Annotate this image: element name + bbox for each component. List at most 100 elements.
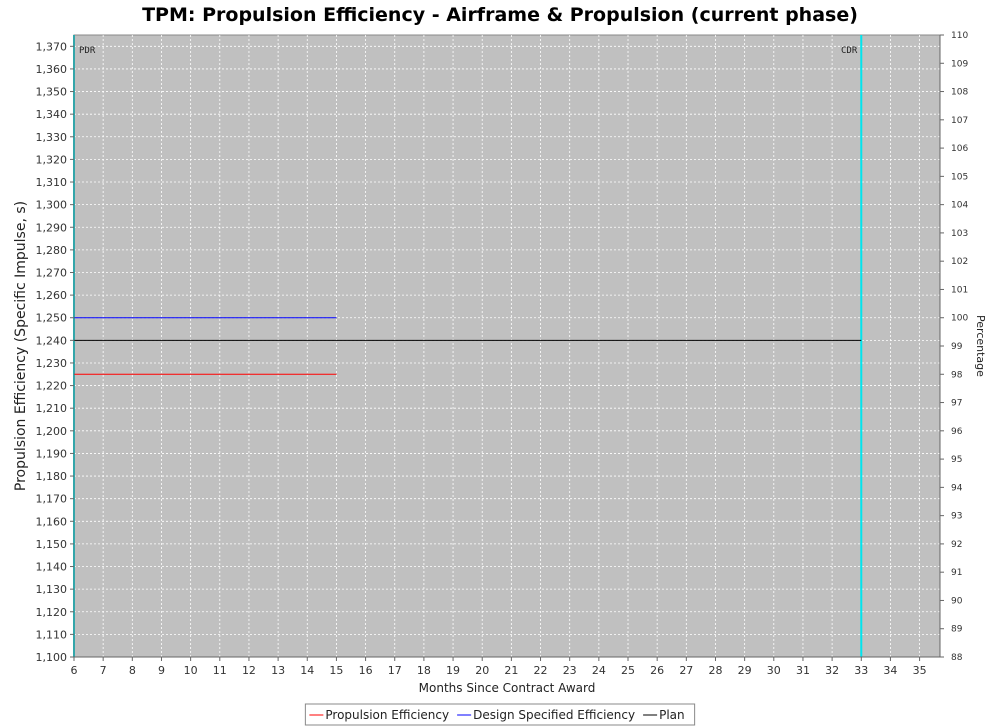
x-tick-label: 25 xyxy=(621,664,635,677)
y-tick-label: 1,340 xyxy=(36,108,68,121)
y-tick-label: 1,260 xyxy=(36,289,68,302)
phase-marker-label: PDR xyxy=(79,46,96,56)
series-lines xyxy=(74,317,862,375)
x-tick-label: 23 xyxy=(563,664,577,677)
y2-tick-label: 94 xyxy=(951,483,963,493)
x-tick-label: 34 xyxy=(883,664,897,677)
y-tick-label: 1,150 xyxy=(36,538,68,551)
y2-tick-label: 101 xyxy=(951,285,968,295)
y2-axis-label: Percentage xyxy=(974,315,987,377)
x-tick-label: 14 xyxy=(300,664,314,677)
y2-tick-label: 96 xyxy=(951,427,963,437)
y2-tick-label: 93 xyxy=(951,512,962,522)
y-tick-label: 1,120 xyxy=(36,606,68,619)
y-tick-label: 1,360 xyxy=(36,63,68,76)
legend-label: Plan xyxy=(659,708,685,722)
x-tick-label: 27 xyxy=(679,664,693,677)
y2-tick-label: 98 xyxy=(951,370,963,380)
x-tick-label: 8 xyxy=(129,664,136,677)
y-tick-label: 1,140 xyxy=(36,561,68,574)
y2-tick-label: 108 xyxy=(951,88,968,98)
y-tick-label: 1,230 xyxy=(36,357,68,370)
x-tick-label: 9 xyxy=(158,664,165,677)
y-tick-label: 1,330 xyxy=(36,131,68,144)
x-tick-label: 33 xyxy=(854,664,868,677)
x-tick-label: 20 xyxy=(475,664,489,677)
y-tick-label: 1,130 xyxy=(36,583,68,596)
x-tick-label: 19 xyxy=(446,664,460,677)
y2-tick-label: 106 xyxy=(951,144,968,154)
x-tick-label: 16 xyxy=(359,664,373,677)
y2-tick-label: 97 xyxy=(951,399,962,409)
y-axis-label: Propulsion Efficiency (Specific Impulse,… xyxy=(13,201,29,491)
y2-tick-label: 89 xyxy=(951,625,963,635)
y-tick-label: 1,250 xyxy=(36,312,68,325)
x-tick-label: 7 xyxy=(100,664,107,677)
y-tick-label: 1,240 xyxy=(36,334,68,347)
x-tick-label: 11 xyxy=(213,664,227,677)
y2-tick-label: 91 xyxy=(951,568,962,578)
legend-label: Design Specified Efficiency xyxy=(473,708,635,722)
y-tick-label: 1,100 xyxy=(36,651,68,664)
x-tick-label: 28 xyxy=(708,664,722,677)
y-tick-label: 1,210 xyxy=(36,402,68,415)
x-tick-label: 35 xyxy=(913,664,927,677)
legend-box xyxy=(304,703,696,726)
y-tick-label: 1,320 xyxy=(36,153,68,166)
y-tick-label: 1,220 xyxy=(36,380,68,393)
y-tick-label: 1,110 xyxy=(36,628,68,641)
y2-tick-label: 100 xyxy=(951,314,968,324)
y-tick-label: 1,300 xyxy=(36,199,68,212)
y-tick-label: 1,190 xyxy=(36,447,68,460)
y-tick-label: 1,270 xyxy=(36,266,68,279)
legend-item: Design Specified Efficiency xyxy=(457,708,635,722)
chart-title: TPM: Propulsion Efficiency - Airframe & … xyxy=(142,4,858,26)
y2-tick-label: 105 xyxy=(951,172,968,182)
x-axis: 6 7 8 9 10 11 12 13 14 15 16 17 18 19 20 21 22 23 24 25 26 27… xyxy=(71,656,940,677)
x-tick-label: 32 xyxy=(825,664,839,677)
x-tick-label: 26 xyxy=(650,664,664,677)
y-tick-label: 1,370 xyxy=(36,40,68,53)
legend-item: Plan xyxy=(643,708,685,722)
x-tick-label: 6 xyxy=(71,664,78,677)
y2-tick-label: 88 xyxy=(951,653,963,663)
y2-tick-label: 103 xyxy=(951,229,968,239)
phase-marker-label: CDR xyxy=(841,46,858,56)
y2-tick-label: 92 xyxy=(951,540,962,550)
y-tick-label: 1,200 xyxy=(36,425,68,438)
y2-tick-label: 95 xyxy=(951,455,962,465)
x-axis-label: Months Since Contract Award xyxy=(419,681,596,695)
y-tick-label: 1,290 xyxy=(36,221,68,234)
x-tick-label: 15 xyxy=(329,664,343,677)
x-tick-label: 17 xyxy=(388,664,402,677)
x-tick-label: 22 xyxy=(534,664,548,677)
x-tick-label: 29 xyxy=(738,664,752,677)
legend-label: Propulsion Efficiency xyxy=(325,708,449,722)
x-tick-label: 30 xyxy=(767,664,781,677)
y2-tick-label: 102 xyxy=(951,257,968,267)
y-axis-right: 88 89 90 91 92 93 94 95 96 97 98 99 100 101 102 103 104 1… xyxy=(939,31,968,663)
x-tick-label: 21 xyxy=(504,664,518,677)
grid xyxy=(73,35,940,658)
x-tick-label: 18 xyxy=(417,664,431,677)
y-tick-label: 1,180 xyxy=(36,470,68,483)
y-tick-label: 1,350 xyxy=(36,86,68,99)
y2-tick-label: 99 xyxy=(951,342,963,352)
plot-area xyxy=(73,34,941,658)
x-tick-label: 31 xyxy=(796,664,810,677)
y2-tick-label: 107 xyxy=(951,116,968,126)
legend-item: Propulsion Efficiency xyxy=(309,708,449,722)
x-tick-label: 12 xyxy=(242,664,256,677)
legend: Propulsion Efficiency Design Specified Ef… xyxy=(304,703,696,726)
y-axis-left: 1,100 1,110 1,120 1,130 1,140 1,150 1,160 1,170… xyxy=(36,35,75,664)
x-tick-label: 24 xyxy=(592,664,606,677)
y2-tick-label: 110 xyxy=(951,31,968,41)
y-tick-label: 1,170 xyxy=(36,493,68,506)
y2-tick-label: 109 xyxy=(951,59,968,69)
x-tick-label: 10 xyxy=(184,664,198,677)
y-tick-label: 1,160 xyxy=(36,515,68,528)
y2-tick-label: 104 xyxy=(951,201,968,211)
y-tick-label: 1,280 xyxy=(36,244,68,257)
y2-tick-label: 90 xyxy=(951,596,963,606)
